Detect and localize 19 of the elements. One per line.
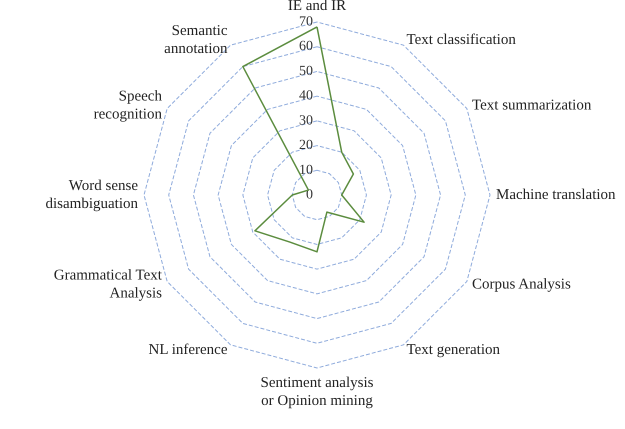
spoke-label: NL inference [148,342,228,358]
spoke-label: Word sense disambiguation [46,178,138,212]
y-tick-label: 70 [299,14,313,30]
y-tick-label: 10 [299,162,313,178]
spoke-label: Sentiment analysis or Opinion mining [260,375,374,409]
spoke-label: Grammatical Text Analysis [54,268,163,302]
spoke-label: Text summarization [472,98,592,114]
spoke-label: Corpus Analysis [472,276,571,292]
y-tick-label: 60 [299,39,313,54]
spoke-label: Semantic annotation [164,22,228,57]
spoke-label: Text generation [406,342,500,358]
spoke-label: Machine translation [496,187,616,203]
spoke-label: Speech recognition [94,88,162,122]
y-tick-label: 20 [299,138,313,154]
y-tick-label: 40 [299,88,313,104]
y-tick-label: 30 [299,113,313,128]
y-tick-label: 50 [299,64,313,79]
spoke-label: IE and IR [288,0,346,14]
spoke-label: Text classification [406,32,516,48]
